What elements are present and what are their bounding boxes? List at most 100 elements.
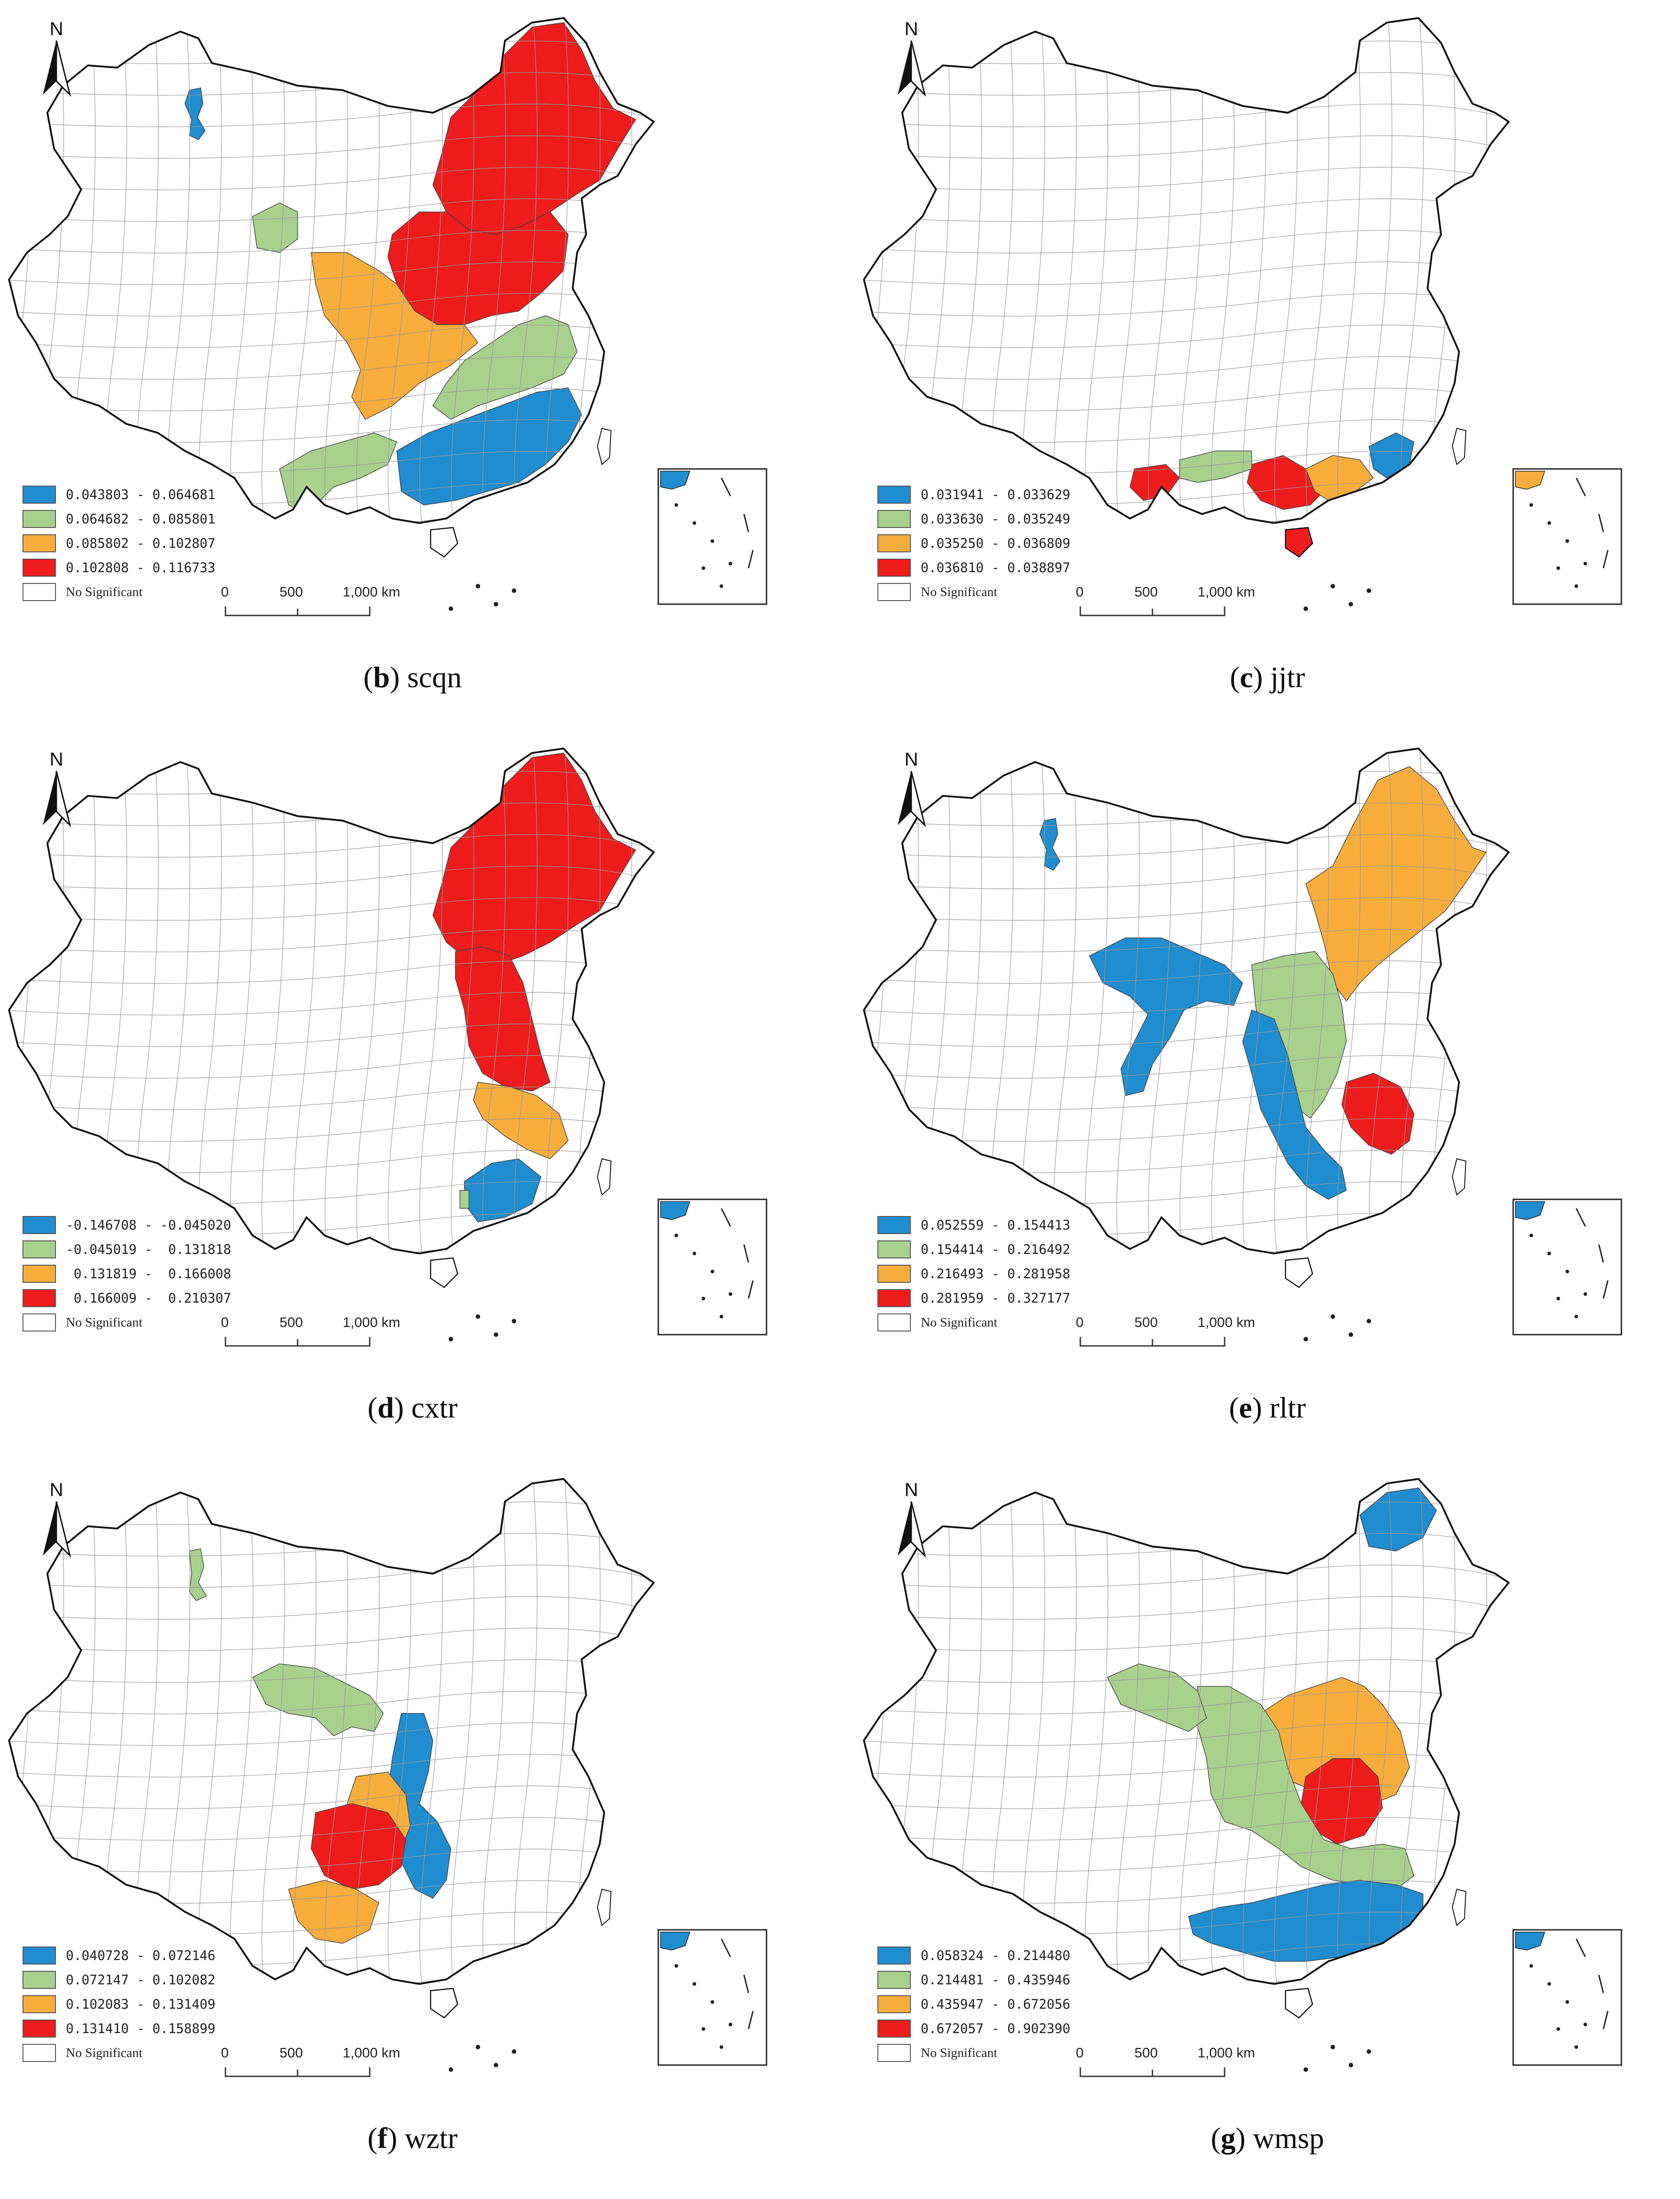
hainan-island <box>1285 527 1313 558</box>
legend: 0.052559 - 0.154413 0.154414 - 0.216492 0.… <box>877 1213 1070 1335</box>
china-base <box>864 18 1509 523</box>
panel-name: jjtr <box>1270 661 1305 694</box>
panel-caption: (f) wztr <box>367 2122 458 2155</box>
legend-label: 0.040728 - 0.072146 <box>66 1948 216 1963</box>
islet <box>1367 1319 1371 1323</box>
region-blue-xinjiang <box>1039 818 1060 871</box>
legend-swatch <box>23 510 56 528</box>
legend-label: 0.031941 - 0.033629 <box>921 487 1070 502</box>
legend-swatch <box>877 1313 911 1331</box>
map-svg <box>863 17 1622 616</box>
map-svg <box>863 747 1622 1347</box>
region-orange-jiangsu-zhejiang <box>473 1082 569 1159</box>
region-blue-central <box>1242 1009 1347 1200</box>
map-panel-c: N 0 500 1,000 km 0.031941 - 0.033629 0.033630… <box>855 0 1680 726</box>
islet <box>476 584 480 588</box>
region-red-sichuan-yunnan <box>311 1803 406 1890</box>
map-panel-g: N 0 500 1,000 km 0.058324 - 0.214480 0.214481… <box>855 1461 1680 2187</box>
panel-letter: b <box>373 661 390 694</box>
north-arrow-icon <box>898 771 926 827</box>
legend-swatch <box>23 1265 56 1283</box>
legend-item: 0.435947 - 0.672056 <box>877 1992 1070 2016</box>
north-label: N <box>904 1479 918 1500</box>
legend-swatch <box>877 486 911 504</box>
islet <box>1304 1337 1308 1341</box>
legend-item: 0.058324 - 0.214480 <box>877 1943 1070 1968</box>
legend-label: 0.131410 - 0.158899 <box>66 2021 216 2036</box>
legend-item: 0.033630 - 0.035249 <box>877 507 1070 531</box>
taiwan-island <box>1451 427 1467 465</box>
legend-label: 0.214481 - 0.435946 <box>921 1972 1070 1988</box>
legend-label: 0.672057 - 0.902390 <box>921 2021 1070 2036</box>
islet <box>449 606 453 611</box>
legend-label: 0.036810 - 0.038897 <box>921 560 1070 575</box>
region-blue-heilongjiang <box>1359 1487 1437 1552</box>
legend-swatch <box>877 1265 911 1283</box>
region-red-north-coast <box>455 946 551 1092</box>
legend-item: 0.031941 - 0.033629 <box>877 482 1070 507</box>
map-panel-b: N 0 500 1,000 km 0.043803 - 0.064681 0.064682… <box>0 0 825 726</box>
region-red-anhui-jiangsu <box>1341 1073 1414 1155</box>
north-label: N <box>50 1479 64 1500</box>
panel-letter: d <box>377 1391 394 1424</box>
legend-label: 0.435947 - 0.672056 <box>921 1997 1070 2012</box>
legend: 0.043803 - 0.064681 0.064682 - 0.085801 0.… <box>23 482 216 604</box>
legend-swatch <box>877 559 911 577</box>
panel-caption: (e) rltr <box>1229 1391 1306 1424</box>
region-green-xinjiang <box>252 202 298 253</box>
legend-label: No Significant <box>921 584 997 599</box>
legend-item: 0.052559 - 0.154413 <box>877 1213 1070 1237</box>
islet <box>1304 2067 1308 2072</box>
hainan-island <box>430 527 459 558</box>
legend-item: 0.154414 - 0.216492 <box>877 1237 1070 1262</box>
region-blue-xinjiang <box>184 87 206 140</box>
scale-bar <box>1079 1337 1226 1347</box>
islet <box>1331 1314 1335 1319</box>
islet <box>476 2045 480 2049</box>
panel-name: wztr <box>404 2122 458 2155</box>
legend-item: 0.043803 - 0.064681 <box>23 482 216 507</box>
region-green-guangdong-west <box>459 1190 469 1209</box>
islet <box>494 1332 498 1337</box>
legend-swatch <box>877 583 911 601</box>
legend-swatch <box>23 1947 56 1965</box>
north-arrow-icon <box>43 40 71 97</box>
legend-swatch <box>877 1971 911 1989</box>
legend-swatch <box>877 534 911 552</box>
islet <box>512 1319 516 1323</box>
scale-bar <box>225 606 371 616</box>
north-arrow-icon <box>43 771 71 827</box>
legend-item: 0.102083 - 0.131409 <box>23 1992 216 2016</box>
legend-swatch <box>23 583 56 601</box>
legend-item: 0.035250 - 0.036809 <box>877 531 1070 555</box>
region-blue-south <box>396 387 582 505</box>
legend-label: -0.045019 - 0.131818 <box>66 1242 231 1257</box>
legend-item-no-significant: No Significant <box>23 580 216 604</box>
china-outline <box>863 747 1510 1255</box>
legend-label: No Significant <box>66 584 142 599</box>
islet <box>476 1314 480 1319</box>
legend-label: 0.058324 - 0.214480 <box>921 1948 1070 1963</box>
scale-label: 1,000 km <box>1198 584 1255 600</box>
panel-name: rltr <box>1269 1391 1306 1424</box>
islet <box>1349 1332 1353 1337</box>
region-red-guangxi <box>1247 455 1325 510</box>
legend-item: 0.672057 - 0.902390 <box>877 2016 1070 2041</box>
legend-swatch <box>23 1216 56 1234</box>
north-arrow-icon <box>43 1501 71 1558</box>
legend: 0.031941 - 0.033629 0.033630 - 0.035249 0.… <box>877 482 1070 604</box>
south-china-sea-inset <box>1512 1929 1622 2066</box>
legend-swatch <box>23 559 56 577</box>
legend-item: -0.146708 - -0.045020 <box>23 1213 231 1237</box>
north-label: N <box>50 748 64 770</box>
scale-label: 0 <box>221 1314 229 1330</box>
north-arrow-icon <box>898 1501 926 1558</box>
scale-label: 1,000 km <box>343 1314 400 1330</box>
panel-letter: g <box>1221 2122 1236 2155</box>
scale-label: 500 <box>1134 584 1158 600</box>
china-outline <box>863 17 1510 524</box>
islet <box>1304 606 1308 611</box>
south-china-sea-inset <box>657 1929 767 2066</box>
islet <box>1349 602 1353 606</box>
taiwan-island <box>1451 1158 1467 1196</box>
